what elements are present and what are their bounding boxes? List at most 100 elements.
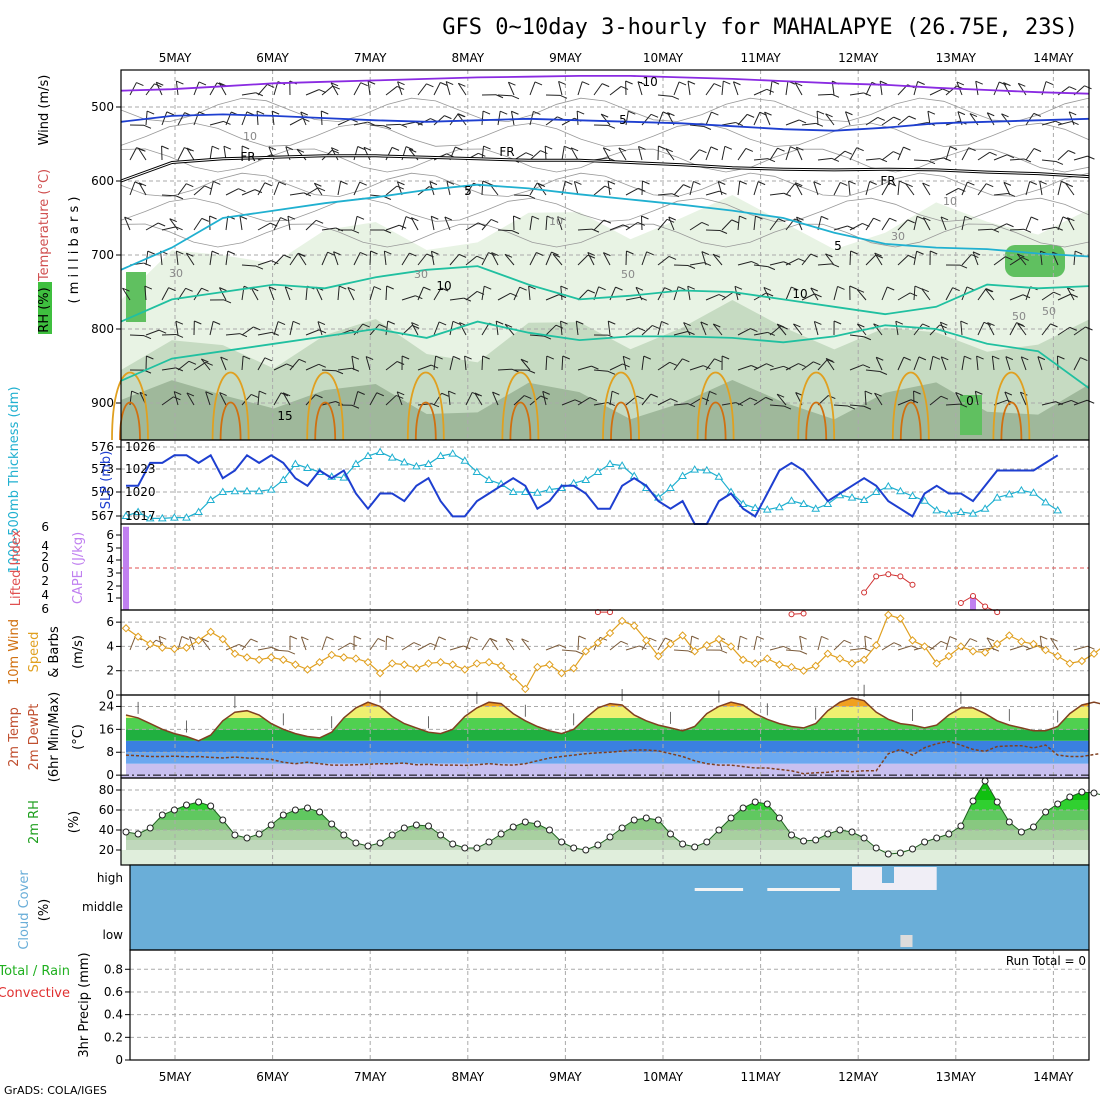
wind-barb	[1073, 251, 1076, 266]
date-label-bottom: 12MAY	[838, 1070, 879, 1084]
wind-barb	[641, 114, 652, 126]
wind-barb	[413, 642, 422, 647]
wind-barb	[353, 82, 362, 96]
rh-marker	[703, 838, 711, 846]
wind-speed-marker	[811, 661, 820, 671]
wind-barb	[391, 146, 400, 151]
wind-barb	[737, 636, 741, 651]
rh-marker	[231, 831, 239, 839]
wind-barb	[175, 320, 184, 325]
wind-barb	[562, 355, 570, 360]
wind-barb	[879, 80, 888, 85]
wind-barb	[587, 289, 596, 294]
y-tick-label: 0	[106, 688, 114, 702]
li-tick-label: 4	[41, 539, 49, 553]
wind-barb	[411, 217, 419, 222]
wind-barb	[940, 356, 947, 371]
wind-barb	[833, 320, 842, 325]
wind-barb	[785, 363, 799, 371]
rh-bands	[126, 781, 1089, 850]
wind-barb	[351, 367, 360, 372]
y-tick-label: 573	[91, 462, 114, 476]
wind-barb	[481, 322, 490, 336]
rh-band	[126, 830, 1089, 840]
wind-barb	[218, 82, 227, 96]
wind-barb	[305, 219, 317, 231]
wind-barb	[317, 187, 326, 192]
wind-speed-marker	[375, 668, 385, 678]
wind-barb	[305, 89, 320, 96]
wind-barb	[330, 82, 339, 96]
lifted-index-marker	[800, 610, 807, 617]
wind-barb	[300, 111, 308, 116]
wind-barb	[862, 364, 871, 369]
wind-barb	[575, 321, 579, 336]
wind-barb	[825, 358, 835, 371]
wind-barb	[863, 336, 872, 341]
rh-marker	[304, 804, 311, 812]
panel-frame	[120, 609, 1090, 696]
wind-barb	[833, 404, 848, 407]
wind-barb	[301, 636, 309, 641]
wind-barb	[849, 404, 864, 407]
wind-barb	[678, 81, 687, 86]
wind-barb	[459, 322, 467, 336]
wind-barb	[863, 647, 872, 652]
wind-barb	[397, 181, 405, 186]
thickness-marker	[387, 453, 397, 461]
wind-barb	[635, 286, 644, 291]
wind-barb	[887, 286, 895, 291]
wind-barb	[943, 157, 952, 162]
wind-barb	[952, 287, 960, 292]
wind-barb	[177, 147, 185, 161]
wind-barb	[864, 636, 867, 651]
convective-label: Convective	[0, 986, 70, 1001]
wind-barb	[212, 320, 221, 325]
wind-barb	[481, 638, 491, 651]
rh-marker	[957, 822, 965, 830]
wind-barb	[285, 286, 293, 291]
wind-barb	[848, 180, 856, 185]
wind-barb	[430, 642, 438, 647]
wind-barb	[321, 369, 337, 372]
wind-barb	[268, 146, 277, 151]
wind-barb	[817, 636, 822, 651]
wind-barb	[158, 329, 167, 334]
wind-barb	[816, 110, 819, 126]
rh-marker	[521, 818, 529, 826]
rh-label: RH (%)	[37, 287, 52, 332]
wind-barb	[918, 356, 927, 361]
wind-barb	[977, 183, 987, 196]
wind-barb	[465, 291, 478, 301]
wind-barb	[444, 216, 453, 221]
thickness-marker	[775, 502, 784, 511]
slp-tick-label: 1026	[125, 440, 156, 454]
wind-barb	[296, 148, 307, 161]
wind-barb	[305, 187, 319, 196]
wind-barb	[537, 183, 546, 188]
wind-barb	[1023, 228, 1032, 233]
dewpt-axis-label: 2m DewPt	[27, 704, 42, 771]
wind-barb	[1067, 217, 1075, 222]
wind-barb	[877, 116, 885, 121]
wind-barb	[433, 287, 442, 301]
wind-barb	[542, 391, 547, 406]
wind-barb	[225, 333, 240, 336]
wind-barb	[1023, 158, 1032, 163]
wind-barb	[776, 323, 787, 336]
wind-barb	[484, 285, 492, 290]
rh-marker	[642, 814, 650, 822]
thickness-marker	[847, 493, 857, 501]
wind-barb	[879, 371, 888, 375]
thickness-marker	[992, 493, 1002, 501]
wind-speed-marker	[569, 664, 578, 673]
wind-barb	[751, 261, 759, 265]
wind-barb	[401, 216, 407, 231]
wind-barb	[865, 181, 871, 196]
rh-contour-label: 50	[1042, 305, 1056, 318]
temp-contour-25	[704, 401, 727, 441]
thickness-marker	[932, 505, 942, 514]
wind-speed-marker	[1089, 649, 1099, 658]
wind-barb	[360, 82, 368, 87]
